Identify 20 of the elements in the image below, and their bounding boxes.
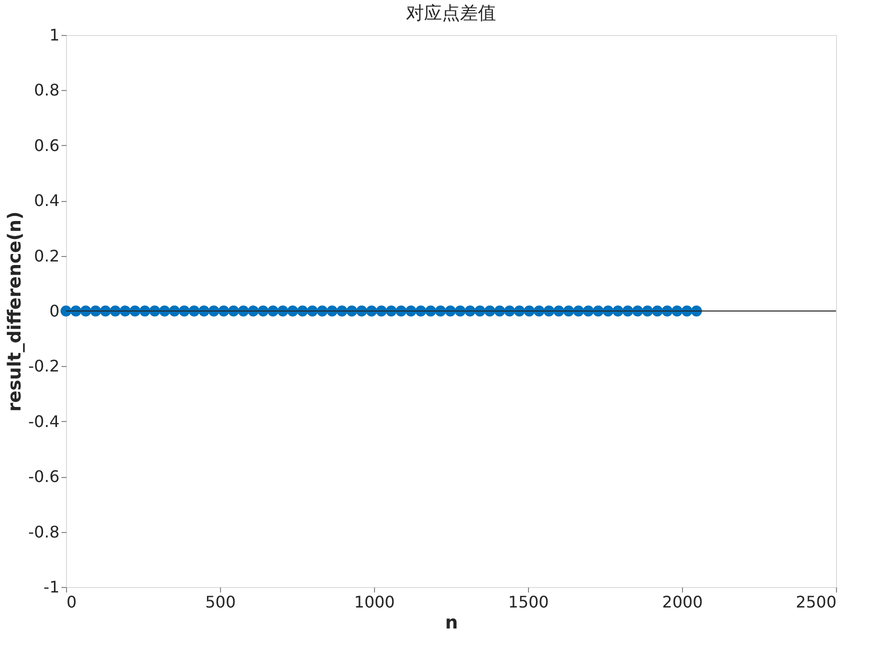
y-tick-label: -0.4 xyxy=(28,412,60,431)
x-tick-label: 1500 xyxy=(508,592,549,612)
x-tick-label: 500 xyxy=(205,592,236,612)
y-tick-label: -0.6 xyxy=(28,467,60,486)
y-tick-label: 0.8 xyxy=(34,80,60,100)
x-axis-title: n xyxy=(445,612,458,634)
y-tick-label: -1 xyxy=(44,578,60,596)
y-tick-label: 0.6 xyxy=(34,136,60,155)
y-tick-label: 0.4 xyxy=(34,191,60,210)
y-tick-label: -0.2 xyxy=(28,356,60,376)
x-tick-label: 0 xyxy=(66,592,77,612)
x-tick-label: 2000 xyxy=(662,592,703,612)
y-tick-label: -0.8 xyxy=(28,522,60,542)
y-tick-label: 0 xyxy=(49,302,60,320)
y-tick-label: 1 xyxy=(49,26,60,44)
chart-title: 对应点差值 xyxy=(406,3,496,24)
y-tick-label: 0.2 xyxy=(34,246,60,266)
x-tick-label: 1000 xyxy=(354,592,395,612)
y-axis-title: result_difference(n) xyxy=(4,211,26,412)
x-tick-label: 2500 xyxy=(796,592,836,612)
